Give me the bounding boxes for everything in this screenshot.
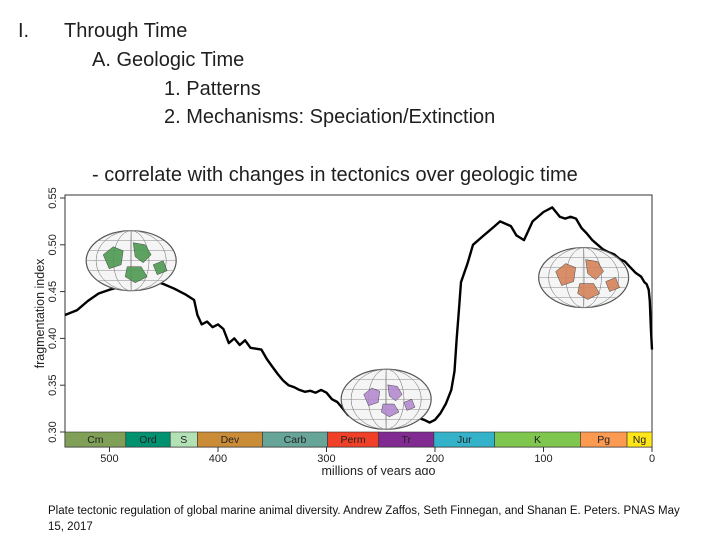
globe-triassic bbox=[340, 368, 432, 430]
x-tick-label: 500 bbox=[100, 453, 118, 465]
period-label: Jur bbox=[457, 434, 472, 446]
outline-bullet: - correlate with changes in tectonics ov… bbox=[92, 164, 578, 186]
globe-modern bbox=[538, 246, 630, 309]
outline-item-1: 1. Patterns bbox=[164, 78, 261, 100]
y-tick-label: 0.40 bbox=[47, 328, 59, 349]
outline-item-2: 2. Mechanisms: Speciation/Extinction bbox=[164, 106, 496, 128]
period-label: Carb bbox=[284, 434, 307, 446]
globe-ordovician bbox=[85, 230, 177, 292]
period-label: Pg bbox=[597, 434, 610, 446]
period-label: Cm bbox=[87, 434, 104, 446]
period-label: Perm bbox=[341, 434, 366, 446]
y-tick-label: 0.35 bbox=[47, 374, 59, 395]
globe-insets bbox=[85, 230, 630, 430]
period-label: Dev bbox=[221, 434, 240, 446]
y-tick-label: 0.30 bbox=[47, 421, 59, 442]
outline-numeral: I. bbox=[18, 20, 30, 42]
y-tick-label: 0.55 bbox=[47, 187, 59, 208]
y-tick-label: 0.45 bbox=[47, 281, 59, 302]
period-label: Ng bbox=[633, 434, 647, 446]
period-label: K bbox=[534, 434, 541, 446]
outline-sub-a: A. Geologic Time bbox=[92, 49, 245, 71]
x-tick-label: 100 bbox=[534, 453, 552, 465]
period-label: Tr bbox=[401, 434, 411, 446]
x-tick-label: 400 bbox=[209, 453, 227, 465]
period-label: S bbox=[180, 434, 187, 446]
x-tick-label: 300 bbox=[317, 453, 335, 465]
y-axis-label: fragmentation index bbox=[33, 258, 47, 369]
period-label: Ord bbox=[139, 434, 157, 446]
x-tick-label: 0 bbox=[649, 453, 655, 465]
y-tick-label: 0.50 bbox=[47, 234, 59, 255]
citation: Plate tectonic regulation of global mari… bbox=[48, 505, 680, 533]
outline-heading: Through Time bbox=[64, 20, 188, 42]
chart-axes: 0.30 0.35 0.40 0.45 0.50 0.55 500 400 300 200 100 0 bbox=[47, 187, 655, 465]
x-axis-label: millions of years ago bbox=[322, 464, 436, 475]
x-tick-label: 200 bbox=[426, 453, 444, 465]
axis-labels: fragmentation index millions of years ag… bbox=[33, 258, 436, 475]
period-band bbox=[626, 431, 653, 448]
period-bar: Cm Ord S Dev Carb Perm Tr Jur K Pg Ng bbox=[64, 431, 653, 448]
